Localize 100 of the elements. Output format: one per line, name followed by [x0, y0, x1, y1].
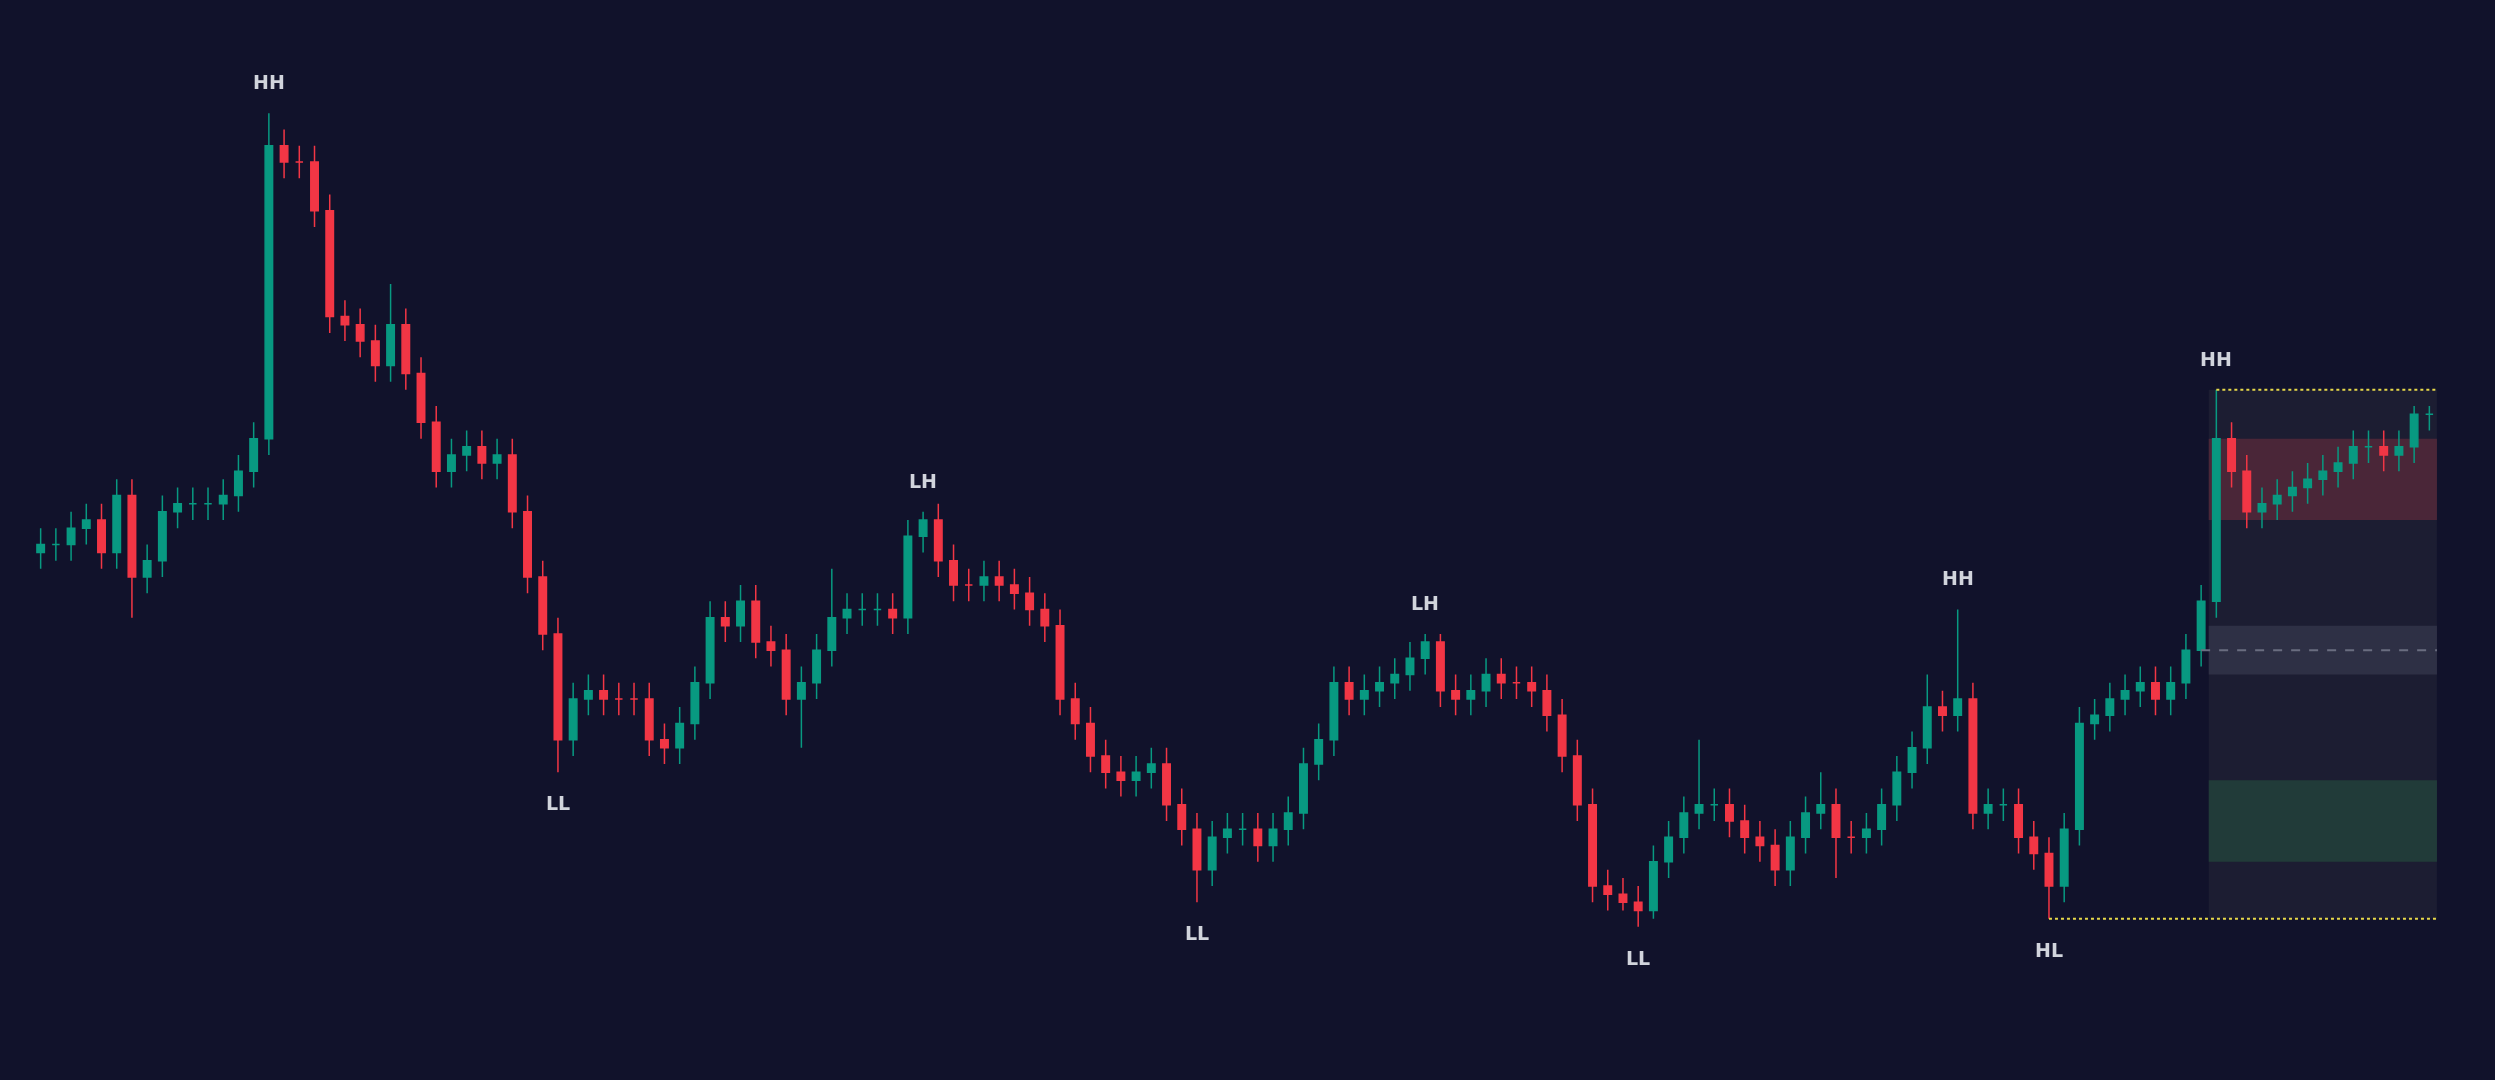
candlestick — [2059, 812, 2069, 904]
candlestick — [325, 193, 335, 334]
candlestick — [1222, 812, 1232, 855]
candlestick — [1481, 657, 1491, 708]
candlestick — [1009, 568, 1019, 611]
candlestick — [203, 486, 213, 521]
candlestick — [1892, 755, 1902, 822]
candlestick — [888, 592, 898, 635]
candlestick — [842, 592, 852, 635]
candlestick — [370, 324, 380, 383]
candlestick — [81, 502, 91, 546]
candlestick — [310, 145, 319, 228]
candlestick — [1116, 755, 1126, 798]
candlestick — [553, 616, 563, 773]
candlestick — [1055, 608, 1065, 716]
candlestick — [386, 283, 396, 383]
candlestick — [2394, 429, 2404, 472]
candlestick — [1907, 730, 1917, 790]
candlestick — [1511, 665, 1521, 700]
candlestick — [1451, 673, 1461, 716]
candlestick — [1162, 747, 1172, 822]
candlestick — [1725, 787, 1734, 839]
candlestick — [416, 356, 426, 440]
candlestick — [1938, 690, 1947, 733]
candlestick — [1679, 795, 1689, 855]
candlestick — [1040, 592, 1050, 643]
candlestick — [2272, 478, 2282, 521]
candlestick — [2105, 681, 2115, 733]
candlestick — [340, 299, 350, 342]
candlestick — [218, 478, 228, 521]
candlestick — [431, 405, 441, 489]
candlestick — [1390, 657, 1400, 700]
candlestick — [568, 681, 578, 757]
candlestick — [157, 494, 167, 578]
candlestick — [1253, 812, 1263, 863]
candlestick — [1846, 820, 1856, 855]
candlestick — [1648, 844, 1658, 920]
candlestick — [2029, 820, 2039, 871]
candlestick — [1740, 804, 1750, 855]
candlestick — [1770, 828, 1780, 887]
candlestick — [1177, 787, 1187, 847]
candlestick — [1816, 771, 1826, 830]
candlestick — [1877, 787, 1887, 847]
candlestick — [401, 307, 411, 391]
candlestick — [2287, 470, 2297, 513]
candlestick — [1405, 641, 1415, 692]
candlestick — [2242, 454, 2252, 529]
candlestick — [2044, 836, 2054, 920]
candlestick — [2364, 429, 2373, 464]
candlestick — [2257, 486, 2267, 529]
candlestick — [1466, 673, 1476, 716]
candlestick — [599, 673, 609, 716]
candlestick — [659, 722, 669, 765]
candlestick — [2211, 389, 2221, 619]
candlestick — [2227, 421, 2237, 489]
candlestick — [964, 568, 974, 603]
candlestick — [1192, 812, 1202, 904]
candlestick — [249, 421, 259, 489]
candlestick — [1101, 738, 1111, 790]
candlestick — [1344, 665, 1354, 716]
annotation: LL — [1185, 922, 1210, 944]
candlestick — [1025, 576, 1035, 627]
candlestick — [857, 592, 867, 627]
candlestick — [2120, 673, 2130, 716]
candlestick — [97, 502, 106, 570]
candlestick — [1618, 877, 1628, 912]
annotation: HL — [2035, 939, 2064, 961]
candlestick — [1420, 633, 1430, 676]
candlestick — [1085, 706, 1095, 773]
candlestick — [294, 145, 304, 180]
candlestick — [2090, 698, 2100, 741]
candlestick — [583, 673, 593, 716]
candlestick — [979, 559, 989, 603]
candlestick — [1633, 885, 1643, 928]
candlestick — [538, 559, 548, 651]
candlestick — [1298, 747, 1308, 830]
candlestick — [1496, 657, 1506, 700]
candlestick — [705, 600, 715, 700]
candlestick — [2424, 405, 2434, 432]
candlestick — [173, 486, 183, 529]
candlestick — [1238, 812, 1248, 847]
candlestick — [1329, 665, 1339, 757]
candlestick — [675, 706, 685, 765]
candlestick — [766, 625, 776, 668]
annotation: LH — [1411, 592, 1440, 614]
candlestick — [1435, 633, 1445, 708]
annotation: LL — [1626, 947, 1651, 969]
candlestick — [918, 511, 928, 554]
candlestick — [1283, 795, 1293, 847]
candlestick — [188, 486, 198, 521]
candlestick — [949, 543, 959, 603]
candlestick — [477, 429, 487, 481]
candlestick — [1542, 673, 1552, 733]
candlestick — [142, 543, 152, 594]
candlestick — [812, 633, 822, 700]
candlestick — [507, 437, 517, 529]
candlestick — [614, 681, 624, 716]
candlestick — [2196, 584, 2206, 668]
candlestick — [446, 437, 456, 489]
candlestick — [264, 112, 274, 456]
